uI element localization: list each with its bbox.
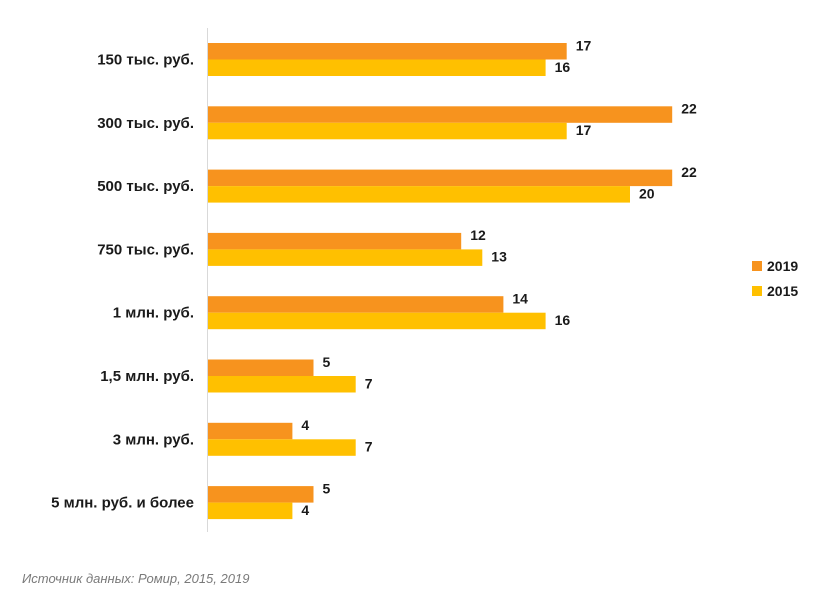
source-note: Источник данных: Ромир, 2015, 2019 <box>22 571 250 586</box>
bar-2015 <box>208 439 356 456</box>
data-label: 16 <box>555 312 571 328</box>
data-label: 5 <box>323 480 331 496</box>
bar-2019 <box>208 486 314 503</box>
data-label: 13 <box>491 249 507 265</box>
bar-2019 <box>208 359 314 376</box>
category-label: 300 тыс. руб. <box>97 115 194 132</box>
bar-2015 <box>208 376 356 393</box>
bar-2019 <box>208 43 567 60</box>
legend-label: 2019 <box>767 258 798 274</box>
bar-2019 <box>208 422 293 440</box>
data-label: 14 <box>512 290 528 306</box>
data-label: 7 <box>365 375 373 391</box>
category-label: 1,5 млн. руб. <box>100 368 194 385</box>
data-label: 20 <box>639 185 655 201</box>
data-label: 22 <box>681 164 697 180</box>
category-label: 5 млн. руб. и более <box>51 495 194 512</box>
category-label: 150 тыс. руб. <box>97 52 194 69</box>
bar-2019 <box>208 169 673 187</box>
data-label: 5 <box>323 354 331 370</box>
category-label: 1 млн. руб. <box>113 305 194 322</box>
legend-label: 2015 <box>767 283 798 299</box>
category-label: 750 тыс. руб. <box>97 241 194 258</box>
bar-2015 <box>208 122 567 140</box>
bar-2015 <box>208 249 483 266</box>
data-label: 12 <box>470 227 486 243</box>
bar-2015 <box>208 59 546 76</box>
category-label: 3 млн. руб. <box>113 431 194 448</box>
bars-group <box>208 43 673 520</box>
labels-group: 150 тыс. руб. 17 16 300 тыс. руб. 22 17 500 ты… <box>51 37 697 518</box>
legend-swatch-2015 <box>752 286 762 296</box>
bar-2019 <box>208 296 504 313</box>
data-label: 17 <box>576 122 592 138</box>
data-label: 16 <box>555 59 571 75</box>
bar-2019 <box>208 106 673 123</box>
legend-swatch-2019 <box>752 261 762 271</box>
data-label: 22 <box>681 101 697 117</box>
bar-2019 <box>208 232 462 250</box>
bar-2015 <box>208 502 293 520</box>
data-label: 4 <box>301 502 309 518</box>
data-label: 7 <box>365 439 373 455</box>
data-label: 4 <box>301 417 309 433</box>
category-label: 500 тыс. руб. <box>97 178 194 195</box>
legend: 2019 2015 <box>752 258 798 299</box>
bar-2015 <box>208 312 546 330</box>
bar-2015 <box>208 186 630 203</box>
data-label: 17 <box>576 37 592 53</box>
